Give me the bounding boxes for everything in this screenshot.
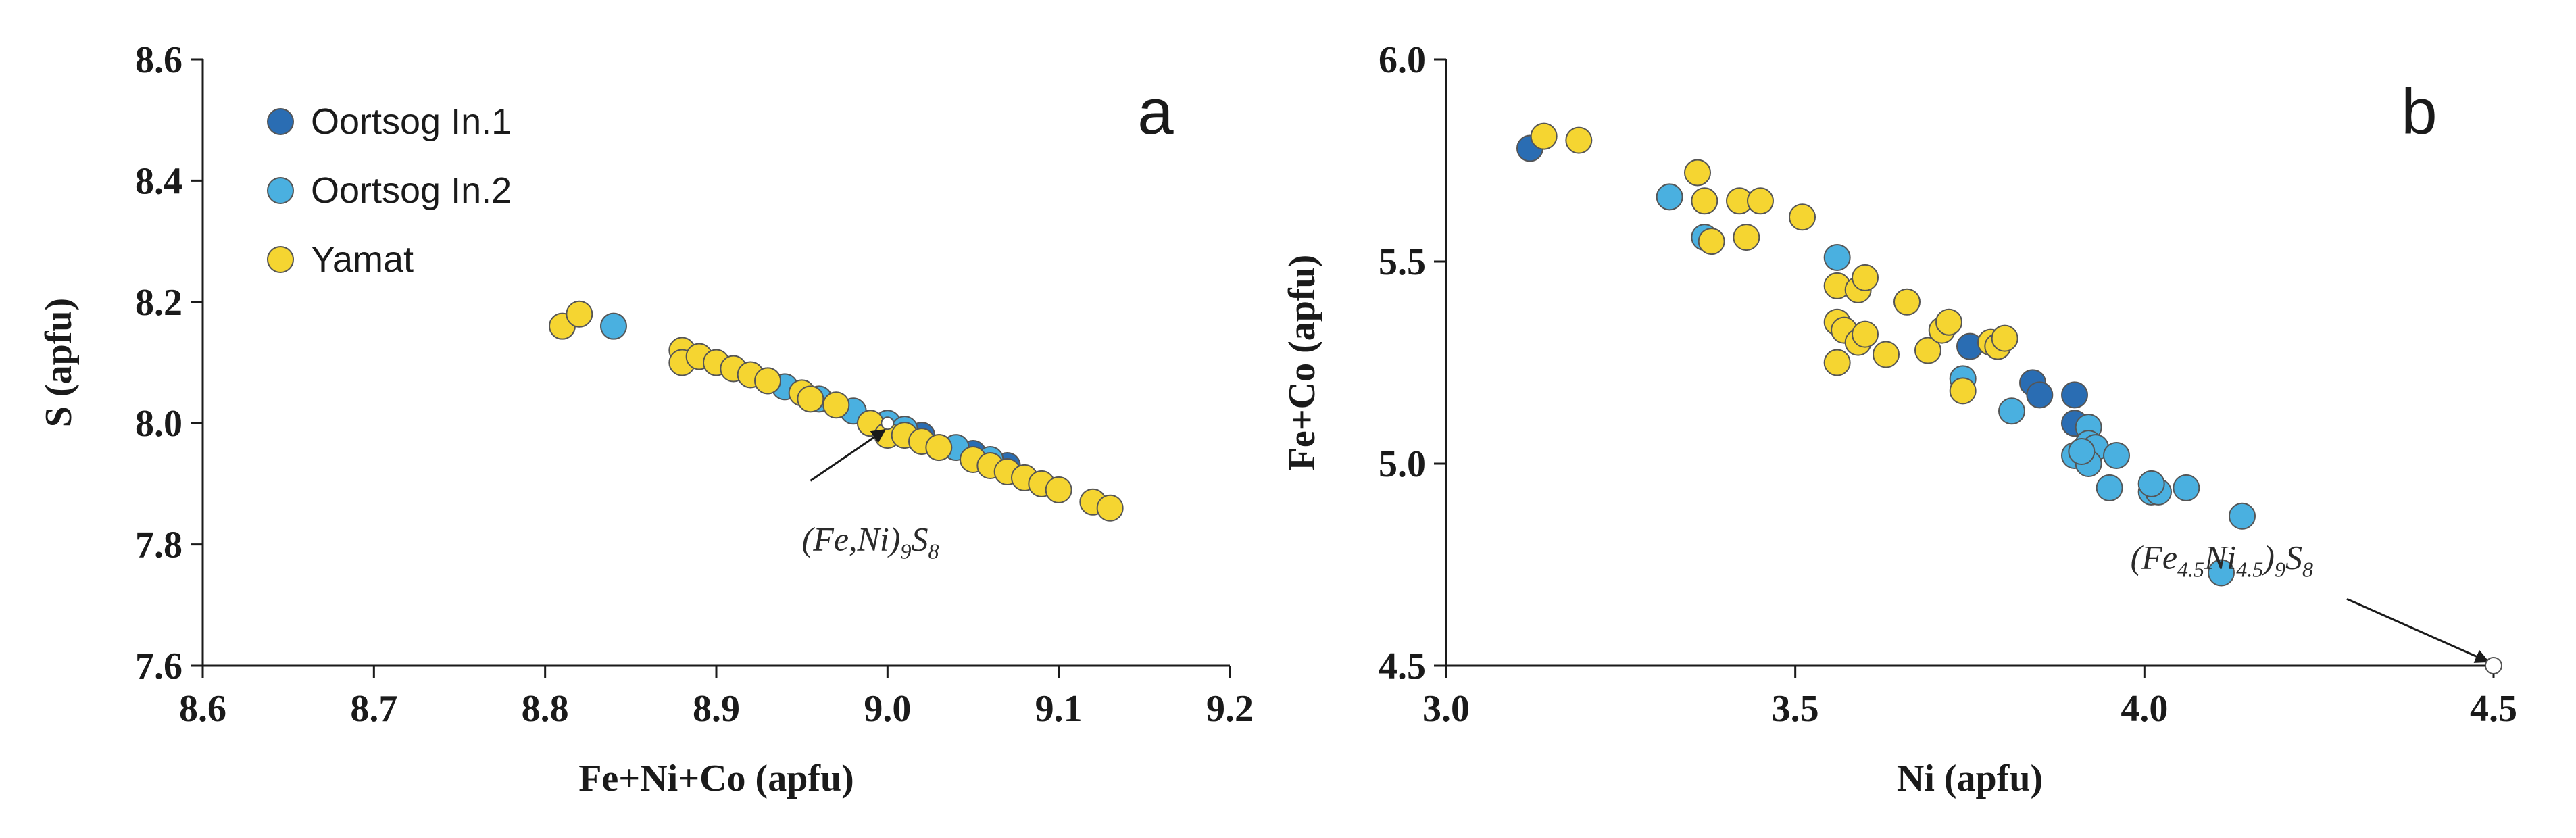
annotation-arrow (810, 428, 887, 482)
formula-subscript: 8 (928, 539, 939, 564)
data-point (600, 312, 627, 340)
data-point (1698, 228, 1725, 255)
data-point (1893, 288, 1921, 316)
data-point (1684, 159, 1711, 187)
panel-b-scatter-chart: 3.0 3.5 4.0 4.5 4.5 5.0 5.5 6.0 Ni (apfu) Fe+Co (… (1281, 39, 2517, 799)
formula-subscript: 4.5 (2236, 557, 2263, 581)
data-point (2137, 470, 2165, 497)
legend-label: Yamat (311, 239, 414, 280)
data-point (1991, 324, 2018, 352)
x-tick-label: 9.2 (1206, 688, 1254, 730)
data-point (1949, 377, 1977, 405)
series-yamat (549, 300, 1124, 522)
formula-annotation: (Fe4.5Ni4.5)9S8 (2131, 538, 2313, 581)
y-tick-label: 8.2 (135, 282, 182, 324)
y-axis-label: Fe+Co (apfu) (1281, 255, 1323, 471)
stoichiometry-target-point (881, 416, 895, 430)
x-tick-label: 4.0 (2121, 688, 2168, 730)
data-point (566, 300, 593, 328)
y-tick-label: 7.6 (135, 645, 182, 687)
y-tick-label: 8.4 (135, 160, 182, 202)
data-point (1823, 244, 1851, 272)
data-point (925, 434, 953, 462)
data-point (1565, 126, 1593, 154)
data-point (1691, 187, 1718, 215)
formula-text: (Fe,Ni) (802, 520, 901, 558)
x-tick-label: 8.6 (179, 688, 226, 730)
legend-label: Oortsog In.2 (311, 170, 512, 211)
data-point (1789, 203, 1816, 231)
data-point (797, 385, 824, 413)
y-tick-label: 8.6 (135, 39, 182, 81)
formula-subscript: 4.5 (2177, 557, 2204, 581)
y-tick-label: 8.0 (135, 403, 182, 445)
x-tick-label: 4.5 (2470, 688, 2517, 730)
legend-marker (267, 177, 294, 204)
data-point (2026, 381, 2054, 409)
legend: Oortsog In.1 Oortsog In.2 Yamat (267, 101, 512, 280)
x-tick-label: 3.5 (1772, 688, 1819, 730)
stoichiometry-target-point (2485, 657, 2502, 674)
series-oortsog-in-1 (1516, 134, 2088, 437)
panel-label: b (2401, 76, 2437, 148)
y-axis-label: S (apfu) (38, 298, 80, 427)
data-point (2096, 474, 2123, 501)
y-tick-label: 7.8 (135, 524, 182, 566)
data-point (1096, 494, 1124, 522)
x-axis-label: Fe+Ni+Co (apfu) (578, 758, 854, 799)
formula-subscript: 9 (2275, 557, 2285, 581)
x-tick-label: 8.8 (522, 688, 569, 730)
data-point (1935, 308, 1962, 336)
formula-text: S (911, 520, 928, 558)
data-point (754, 367, 781, 395)
formula-text: (Fe (2131, 538, 2177, 576)
data-point (2068, 438, 2096, 466)
series-oortsog-in-2 (1656, 183, 2256, 587)
data-point (2103, 442, 2130, 470)
data-point (1733, 224, 1760, 251)
y-tick-label: 4.5 (1379, 645, 1426, 687)
x-tick-label: 9.0 (864, 688, 911, 730)
formula-subscript: 8 (2302, 557, 2313, 581)
data-point (1530, 122, 1558, 150)
formula-text: ) (2261, 538, 2275, 576)
legend-label: Oortsog In.1 (311, 101, 512, 142)
data-point (1852, 320, 1879, 348)
y-tick-label: 5.5 (1379, 241, 1426, 283)
y-tick-label: 6.0 (1379, 39, 1426, 81)
data-point (1914, 337, 1941, 364)
formula-annotation: (Fe,Ni)9S8 (802, 520, 939, 564)
data-point (1656, 183, 1683, 211)
data-point (1873, 341, 1900, 368)
data-point (2208, 559, 2235, 587)
data-point (1823, 349, 1851, 376)
panel-label: a (1137, 76, 1174, 148)
data-point (2173, 474, 2200, 501)
panel-a-scatter-chart: 8.6 8.7 8.8 8.9 9.0 9.1 9.2 7.6 7.8 8.0 8.2 8.4 8.6 F… (38, 39, 1254, 799)
data-point (1747, 187, 1774, 215)
x-tick-label: 8.9 (693, 688, 740, 730)
data-point (1045, 476, 1072, 503)
data-point (2229, 502, 2256, 530)
legend-marker (267, 108, 294, 135)
x-axis-label: Ni (apfu) (1897, 758, 2043, 799)
x-tick-label: 3.0 (1422, 688, 1470, 730)
data-point (822, 391, 850, 419)
data-point (1852, 264, 1879, 291)
formula-text: Ni (2204, 538, 2236, 576)
x-tick-label: 9.1 (1035, 688, 1083, 730)
annotation-arrow (2346, 597, 2490, 663)
legend-marker (267, 246, 294, 273)
x-tick-label: 8.7 (350, 688, 397, 730)
y-tick-label: 5.0 (1379, 443, 1426, 485)
data-point (2061, 381, 2088, 409)
data-point (1998, 397, 2025, 425)
series-yamat (1530, 122, 2018, 405)
formula-text: S (2285, 538, 2302, 576)
formula-subscript: 9 (900, 539, 911, 564)
